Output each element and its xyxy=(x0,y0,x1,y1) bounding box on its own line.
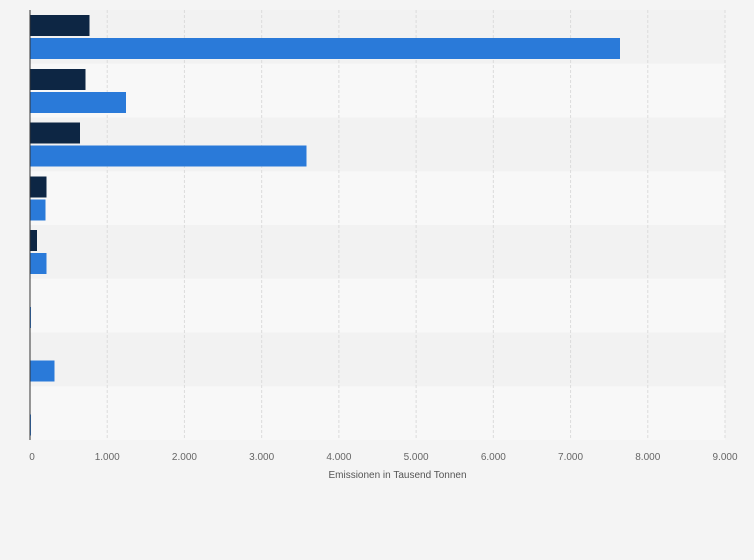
row-band xyxy=(30,278,725,333)
bar xyxy=(30,38,620,59)
x-tick-label: 3.000 xyxy=(249,452,274,463)
bar xyxy=(30,122,81,144)
row-band xyxy=(30,225,725,279)
row-band xyxy=(30,63,725,118)
row-band xyxy=(30,332,725,387)
bar xyxy=(30,360,55,382)
x-tick-label: 1.000 xyxy=(95,452,120,463)
row-band xyxy=(30,386,725,440)
row-band xyxy=(30,171,725,225)
x-tick-label: 0 xyxy=(29,452,35,463)
bar xyxy=(30,145,307,167)
x-tick-labels: 0 1.000 2.000 3.000 4.000 5.000 6.000 7.000 8.00… xyxy=(29,452,738,463)
x-tick-label: 2.000 xyxy=(172,452,197,463)
bar xyxy=(30,253,47,274)
x-tick-label: 5.000 xyxy=(404,452,429,463)
row-bands xyxy=(30,10,725,440)
bar xyxy=(30,230,37,251)
bar xyxy=(30,15,90,36)
bar xyxy=(30,199,46,221)
bar xyxy=(30,176,47,198)
x-tick-label: 6.000 xyxy=(481,452,506,463)
bar xyxy=(30,68,86,90)
bars xyxy=(30,15,620,436)
x-tick-label: 7.000 xyxy=(558,452,583,463)
bar xyxy=(30,91,126,113)
x-tick-label: 4.000 xyxy=(326,452,351,463)
gridlines xyxy=(106,10,726,440)
x-tick-label: 8.000 xyxy=(635,452,660,463)
x-axis-title: Emissionen in Tausend Tonnen xyxy=(328,470,466,481)
x-tick-label: 9.000 xyxy=(712,452,737,463)
